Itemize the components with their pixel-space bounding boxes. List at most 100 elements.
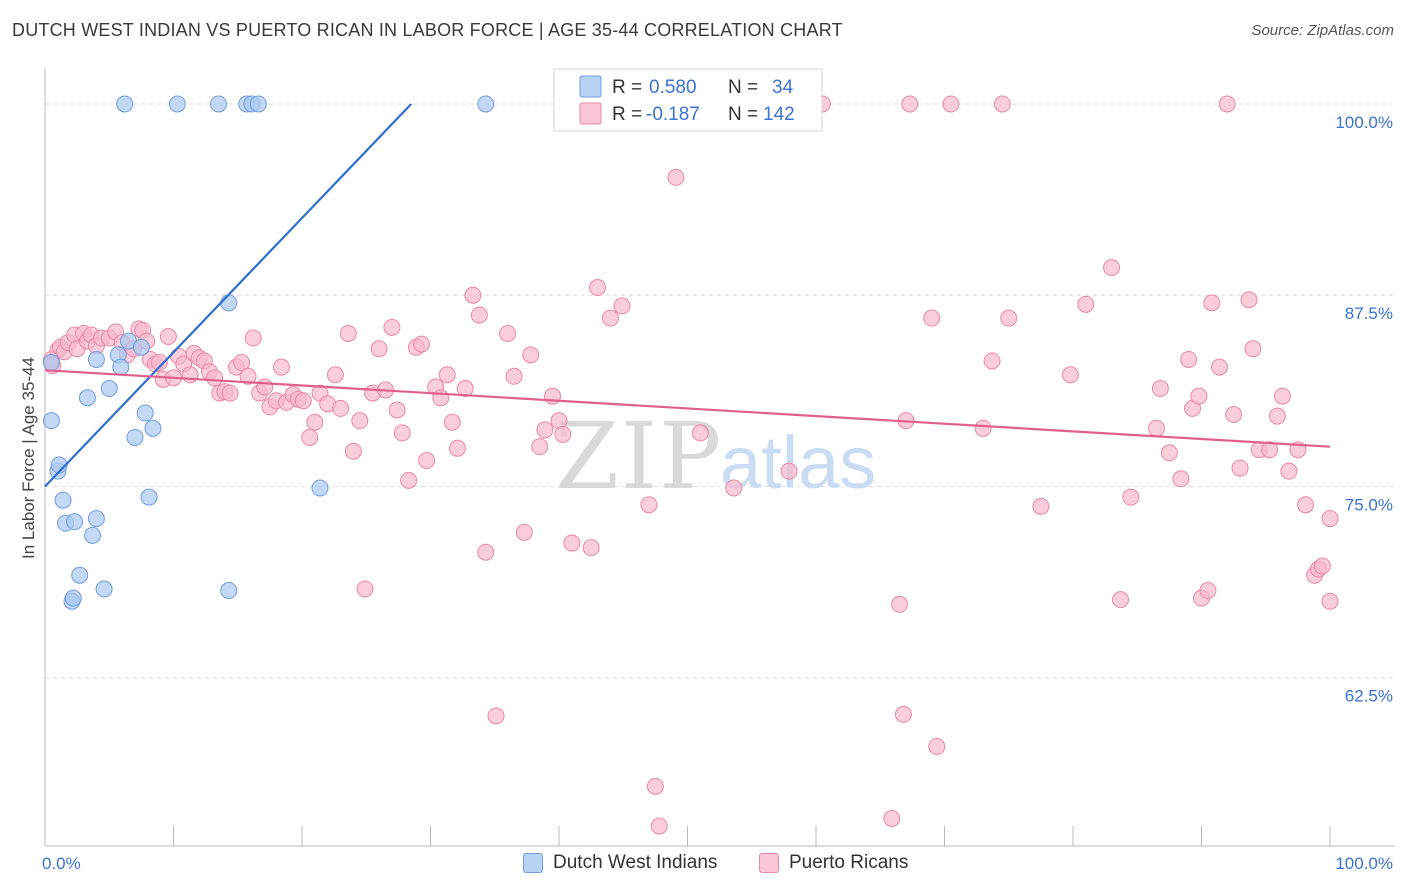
puerto-rican-point	[1297, 496, 1315, 514]
correlation-legend: R = 0.580 N = 34 R = -0.187 N = 142	[553, 68, 823, 132]
puerto-rican-point	[894, 705, 912, 723]
puerto-rican-point	[923, 309, 941, 327]
axes-layer	[44, 68, 1395, 847]
puerto-rican-point	[505, 367, 523, 385]
y-axis-label: In Labor Force | Age 35-44	[19, 357, 38, 559]
puerto-rican-point	[1172, 470, 1190, 488]
puerto-rican-point	[1210, 358, 1228, 376]
puerto-rican-point	[256, 378, 274, 396]
puerto-rican-point	[1313, 557, 1331, 575]
x-tick-label: 100.0%	[1335, 854, 1393, 873]
puerto-rican-point	[418, 451, 436, 469]
puerto-rican-point	[582, 539, 600, 557]
dutch-west-indian-point	[132, 338, 150, 356]
legend-item-dutch-west-indians[interactable]: Dutch West Indians	[523, 852, 717, 874]
dutch-west-indian-point	[100, 380, 118, 398]
puerto-rican-point	[272, 358, 290, 376]
puerto-rican-point	[301, 428, 319, 446]
puerto-rican-point	[239, 367, 257, 385]
y-tick-label: 62.5%	[1345, 687, 1393, 706]
dutch-west-indian-point	[126, 428, 144, 446]
puerto-rican-point	[1244, 340, 1262, 358]
puerto-rican-point	[1273, 387, 1291, 405]
puerto-rican-point	[589, 279, 607, 297]
dutch-west-indian-point	[249, 95, 267, 113]
puerto-rican-point	[1225, 406, 1243, 424]
legend-label-dutch-west-indians: Dutch West Indians	[553, 852, 718, 873]
puerto-rican-point	[515, 523, 533, 541]
legend-n-label-blue: N =	[728, 77, 758, 98]
puerto-rican-point	[1268, 407, 1286, 425]
watermark-zip: ZIP	[555, 403, 723, 510]
legend-n-label-pink: N =	[728, 104, 758, 125]
puerto-rican-point	[1190, 387, 1208, 405]
puerto-rican-point	[432, 389, 450, 407]
dutch-west-indian-point	[42, 354, 60, 372]
dutch-west-indian-point	[477, 95, 495, 113]
puerto-rican-point	[181, 366, 199, 384]
puerto-rican-point	[1112, 591, 1130, 609]
dutch-west-indian-point	[209, 95, 227, 113]
puerto-rican-point	[294, 392, 312, 410]
dutch-west-indian-point	[112, 358, 130, 376]
series-legend: Dutch West Indians Puerto Ricans	[0, 850, 1406, 878]
dutch-west-indian-point	[71, 566, 89, 584]
puerto-rican-point	[1321, 592, 1339, 610]
legend-swatch-pink	[759, 853, 779, 873]
puerto-rican-point	[233, 354, 251, 372]
puerto-rican-point	[554, 425, 572, 443]
puerto-rican-point	[646, 777, 664, 795]
legend-item-puerto-ricans[interactable]: Puerto Ricans	[759, 852, 908, 874]
puerto-rican-point	[326, 366, 344, 384]
puerto-rican-point	[351, 412, 369, 430]
puerto-rican-point	[640, 496, 658, 514]
legend-r-value-pink: -0.187	[646, 104, 700, 125]
legend-r-value-blue: 0.580	[649, 77, 697, 98]
dutch-west-indian-point	[220, 581, 238, 599]
puerto-rican-point	[1077, 295, 1095, 313]
puerto-rican-point	[1151, 380, 1169, 398]
puerto-rican-point	[400, 471, 418, 489]
dutch-west-indian-point	[311, 479, 329, 497]
puerto-rican-point	[613, 297, 631, 315]
puerto-rican-point	[1061, 366, 1079, 384]
source-label: Source: ZipAtlas.com	[1251, 22, 1394, 39]
puerto-rican-point	[383, 318, 401, 336]
puerto-rican-point	[691, 424, 709, 442]
puerto-rican-point	[1122, 488, 1140, 506]
dutch-west-indian-point	[220, 294, 238, 312]
puerto-rican-point	[1203, 294, 1221, 312]
legend-pink-swatch	[579, 102, 602, 125]
legend-blue-swatch	[579, 75, 602, 98]
puerto-rican-point	[438, 366, 456, 384]
puerto-rican-point	[891, 595, 909, 613]
y-tick-label: 87.5%	[1345, 304, 1393, 323]
puerto-rican-point	[1199, 581, 1217, 599]
y-tick-label: 75.0%	[1345, 495, 1393, 514]
dutch-west-indian-point	[54, 491, 72, 509]
puerto-rican-point	[1321, 510, 1339, 528]
puerto-rican-point	[470, 306, 488, 324]
puerto-rican-point	[1160, 444, 1178, 462]
x-tick-label: 0.0%	[42, 854, 81, 873]
legend-r-label-pink: R =	[612, 104, 642, 125]
dutch-west-indian-point	[66, 513, 84, 531]
puerto-rican-point	[1032, 497, 1050, 515]
puerto-rican-point	[993, 95, 1011, 113]
y-tick-label: 100.0%	[1335, 113, 1393, 132]
puerto-rican-point	[206, 369, 224, 387]
puerto-rican-point	[1148, 419, 1166, 437]
puerto-rican-point	[650, 817, 668, 835]
watermark: ZIP atlas	[555, 403, 876, 510]
puerto-rican-point	[221, 384, 239, 402]
puerto-rican-point	[477, 543, 495, 561]
puerto-rican-point	[974, 419, 992, 437]
puerto-rican-point	[928, 738, 946, 756]
puerto-rican-trend-line	[44, 369, 1331, 448]
puerto-rican-point	[1231, 459, 1249, 477]
puerto-rican-point	[370, 340, 388, 358]
puerto-rican-point	[1180, 350, 1198, 368]
puerto-rican-point	[983, 352, 1001, 370]
puerto-rican-point	[531, 438, 549, 456]
puerto-rican-point	[306, 413, 324, 431]
